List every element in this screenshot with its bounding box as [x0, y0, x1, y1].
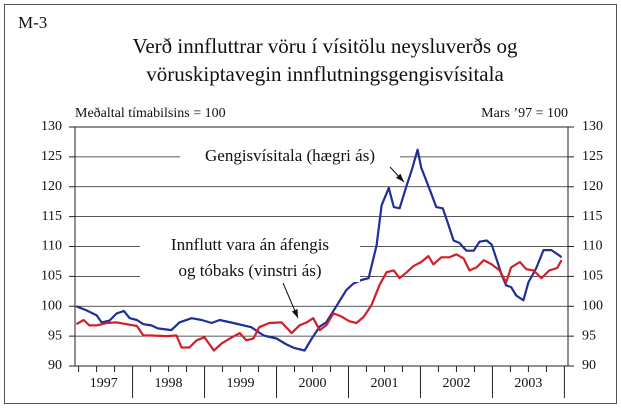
- y2-tick-label: 115: [582, 209, 602, 224]
- y-tick-label: 120: [41, 179, 62, 194]
- y2-tick-label: 110: [582, 239, 602, 254]
- frame: [4, 4, 617, 404]
- plot-frame: [74, 126, 569, 367]
- label-bg: [180, 147, 400, 167]
- series-label: Innflutt vara án áfengis: [171, 235, 329, 254]
- x-tick-label: 2000: [299, 376, 327, 391]
- label-bg: [140, 236, 360, 256]
- series-label: Gengisvísitala (hægri ás): [205, 146, 375, 165]
- y2-tick-label: 105: [582, 269, 603, 284]
- x-tick-label: 2002: [442, 376, 470, 391]
- chart-title: vöruskiptavegin innflutningsgengisvísita…: [146, 62, 504, 86]
- y-tick-label: 90: [48, 358, 62, 373]
- axis-note: Mars ’97 = 100: [481, 106, 568, 121]
- x-tick-label: 1997: [90, 376, 118, 391]
- y-tick-label: 100: [41, 298, 62, 313]
- axis-note: Meðaltal tímabilsins = 100: [75, 106, 226, 121]
- leader-arrow: [395, 173, 404, 182]
- series-line: [75, 148, 563, 352]
- y2-tick-label: 125: [582, 149, 603, 164]
- y2-tick-label: 100: [582, 298, 603, 313]
- chart-label: M-3: [18, 13, 47, 32]
- chart-title: Verð innfluttrar vöru í vísitölu neysluv…: [133, 34, 518, 58]
- x-tick-label: 1998: [155, 376, 183, 391]
- series-line: [75, 253, 563, 352]
- y2-tick-label: 130: [582, 119, 603, 134]
- x-tick-label: 1999: [227, 376, 255, 391]
- y-tick-label: 115: [42, 209, 62, 224]
- x-tick-label: 2001: [370, 376, 398, 391]
- y-tick-label: 105: [41, 269, 62, 284]
- y2-tick-label: 90: [582, 358, 596, 373]
- leader-arrow: [291, 309, 298, 318]
- label-bg: [140, 262, 360, 282]
- y-tick-label: 110: [42, 239, 62, 254]
- series-label: og tóbaks (vinstri ás): [178, 261, 321, 280]
- y-tick-label: 125: [41, 149, 62, 164]
- y-tick-label: 95: [48, 328, 62, 343]
- y2-tick-label: 95: [582, 328, 596, 343]
- y-tick-label: 130: [41, 119, 62, 134]
- y2-tick-label: 120: [582, 179, 603, 194]
- x-tick-label: 2003: [514, 376, 542, 391]
